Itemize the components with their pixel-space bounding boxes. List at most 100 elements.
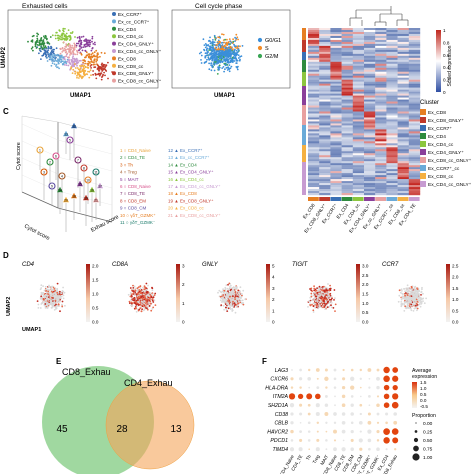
- heatmap-cell: [330, 143, 342, 146]
- cluster-label: Ex_CD8_GNLY⁺: [428, 118, 464, 124]
- feature-point: [146, 308, 149, 311]
- heatmap-cell: [386, 79, 398, 82]
- umap-a-point: [51, 62, 54, 65]
- umap-b-point: [222, 66, 225, 68]
- heatmap-cell: [352, 55, 365, 59]
- heatmap-cell: [375, 39, 387, 43]
- heatmap-cell: [408, 39, 421, 43]
- heatmap-cell: [408, 123, 421, 126]
- heatmap-cell: [308, 87, 320, 90]
- heatmap-cell: [386, 121, 398, 124]
- heatmap-cell: [308, 59, 320, 62]
- feature-point: [149, 292, 152, 295]
- heatmap-cell: [364, 139, 376, 142]
- umap-b-point: [206, 47, 209, 50]
- heatmap-cell: [386, 89, 398, 92]
- heatmap-cell: [375, 45, 387, 49]
- dotplot-dot: [376, 439, 380, 442]
- dotplot-dot: [342, 439, 345, 442]
- heatmap-cell: [341, 111, 353, 114]
- heatmap-cell: [364, 145, 376, 148]
- umap-b-point: [208, 68, 211, 71]
- feature-point: [403, 288, 406, 290]
- heatmap-cell: [319, 135, 331, 138]
- umap-a-point: [79, 39, 82, 41]
- dotplot-dot: [358, 420, 363, 425]
- feature-point: [57, 303, 60, 306]
- heatmap-cell: [319, 85, 331, 88]
- heatmap-cell: [375, 185, 387, 188]
- dotplot-expr-title-2: expression: [412, 374, 437, 380]
- feature-point: [420, 302, 423, 304]
- heatmap-cell: [341, 43, 353, 47]
- heatmap-cell: [408, 165, 421, 168]
- heatmap-cell: [341, 35, 353, 39]
- feature-point: [316, 301, 319, 303]
- heatmap-cell: [330, 59, 342, 62]
- dotplot-dot: [333, 412, 337, 416]
- feature-point: [412, 292, 415, 295]
- heatmap-cell: [397, 75, 409, 78]
- heatmap-cell: [352, 63, 365, 66]
- feature-point: [53, 301, 56, 304]
- heatmap-cell: [308, 157, 320, 160]
- heatmap-cell: [352, 143, 365, 146]
- umap-a-point: [35, 47, 38, 49]
- umap-a-point: [94, 63, 96, 66]
- feature-point: [422, 300, 424, 302]
- heatmap-cell: [364, 83, 376, 86]
- umap-b-point: [227, 41, 230, 44]
- umap-a-point: [78, 40, 80, 43]
- feature-point: [421, 286, 423, 289]
- feature-point: [51, 291, 54, 294]
- legend-entry: 20 ▲ Ex_CD8_cc: [168, 206, 204, 211]
- feature-point: [239, 290, 242, 293]
- point-index: 17: [98, 185, 102, 189]
- heatmap-cell: [319, 91, 331, 94]
- row-cluster-band: [302, 72, 306, 86]
- umap-a-point: [54, 54, 57, 57]
- feature-point: [325, 294, 328, 297]
- dotplot-dot: [376, 385, 380, 390]
- heatmap-cell: [330, 169, 342, 172]
- feature-point: [405, 307, 408, 310]
- exhausted-cluster-point: [71, 122, 77, 129]
- heatmap-cell: [330, 35, 342, 39]
- heatmap-cell: [408, 53, 421, 57]
- heatmap-cell: [408, 141, 421, 144]
- heatmap-cell: [364, 69, 376, 72]
- heatmap-cell: [308, 43, 320, 47]
- dotplot-dot: [299, 430, 302, 433]
- exhausted-cluster-point: [89, 186, 95, 193]
- heatmap-cell: [352, 189, 365, 192]
- umap-a-point: [84, 73, 86, 76]
- heatmap-cell: [408, 191, 421, 194]
- heatmap-cell: [352, 89, 365, 92]
- dotplot-dot: [325, 421, 328, 424]
- heatmap-cell: [308, 95, 320, 98]
- umap-a-point: [80, 59, 82, 62]
- feature-point: [416, 307, 419, 310]
- feature-point: [56, 287, 59, 290]
- dotplot-dot: [383, 393, 390, 400]
- heatmap-cell: [364, 165, 376, 168]
- feature-point: [133, 299, 136, 301]
- feature-point: [145, 307, 147, 309]
- feature-point: [420, 290, 423, 293]
- feature-point: [48, 286, 51, 288]
- heatmap-cell: [319, 137, 331, 140]
- heatmap-cell: [397, 53, 409, 57]
- umap-a-point: [75, 44, 78, 47]
- legend-entry: 11 ○ γδT_GZMK⁻: [120, 220, 156, 225]
- dotplot-dot: [368, 404, 371, 407]
- umap-b-point: [229, 55, 232, 57]
- heatmap-cell: [308, 135, 320, 138]
- feature-point: [411, 304, 413, 307]
- heatmap-cell: [364, 59, 376, 62]
- umap-a-point: [36, 37, 39, 40]
- umap-a-point: [53, 54, 55, 56]
- heatmap-cell: [397, 109, 409, 112]
- heatmap-cell: [375, 49, 387, 53]
- heatmap-cell: [364, 191, 376, 194]
